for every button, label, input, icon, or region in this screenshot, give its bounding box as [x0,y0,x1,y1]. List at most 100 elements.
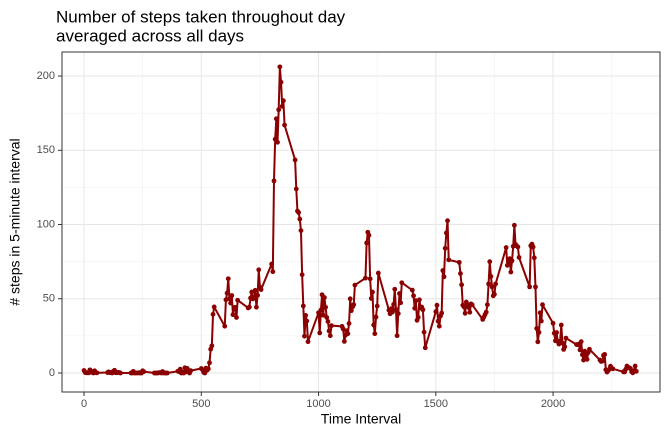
point [508,269,514,275]
point [246,304,252,310]
point [489,284,495,290]
point [537,310,543,316]
point [318,307,324,313]
point [351,302,357,308]
point [299,272,305,278]
point [282,122,287,128]
point [341,338,347,344]
point [394,333,400,339]
point [229,293,235,298]
point [300,303,306,309]
point [456,259,462,265]
point [296,210,302,215]
point [395,311,401,317]
chart-title: averaged across all days [56,26,244,45]
point [488,274,494,279]
point [327,333,333,339]
point [252,287,258,293]
point [323,304,328,310]
point [366,232,372,238]
point [210,311,216,317]
point [399,280,405,286]
point [467,309,473,315]
point [303,312,309,318]
point [254,304,259,310]
point [275,139,280,145]
x-tick-label: 2000 [541,398,565,410]
point [416,297,422,303]
point [397,291,402,296]
point [326,328,332,334]
point [415,314,421,320]
point [225,276,231,282]
point [364,240,370,246]
point [393,307,399,312]
point [398,300,404,306]
point [94,370,100,376]
point [230,312,236,318]
point [317,330,323,336]
point [509,258,515,264]
point [560,340,565,346]
point [270,269,276,275]
point [466,304,472,310]
point [536,330,542,335]
point [348,308,354,314]
point [633,368,639,374]
point [584,356,590,362]
plot-border [61,51,661,393]
point [211,304,217,310]
point [363,275,368,281]
point [446,257,452,263]
point [534,326,540,331]
point [320,312,326,318]
point [209,343,215,349]
point [293,186,299,192]
point [224,290,230,296]
y-tick-label: 100 [37,218,55,230]
point [117,370,123,376]
point [280,98,286,104]
point [235,297,241,303]
point [292,157,298,163]
point [298,228,304,234]
y-tick-label: 200 [37,70,55,82]
point [391,302,396,307]
point [531,255,537,261]
point [504,262,510,268]
point [511,222,517,228]
point [258,287,264,292]
point [483,309,489,315]
point [371,322,377,328]
point [422,345,428,351]
point [461,304,467,310]
point [485,302,490,308]
point [550,320,556,326]
point [458,271,463,276]
point [234,315,239,320]
point [302,333,307,339]
point [535,339,541,345]
x-tick-label: 500 [192,398,210,410]
point [304,318,310,324]
point [487,259,493,265]
point [277,64,283,70]
point [412,305,418,311]
point [305,339,311,345]
point [188,368,194,374]
point [325,319,331,324]
chart-title: Number of steps taken throughout day [56,7,346,26]
point [632,363,638,369]
point [558,322,564,328]
x-tick-label: 1500 [424,398,448,410]
point [433,309,439,315]
point [442,245,448,251]
point [232,304,238,310]
x-axis-label: Time Interval [321,411,401,427]
x-tick-label: 1000 [306,398,330,410]
point [392,286,398,292]
point [373,314,379,320]
point [445,218,450,224]
point [443,230,449,236]
